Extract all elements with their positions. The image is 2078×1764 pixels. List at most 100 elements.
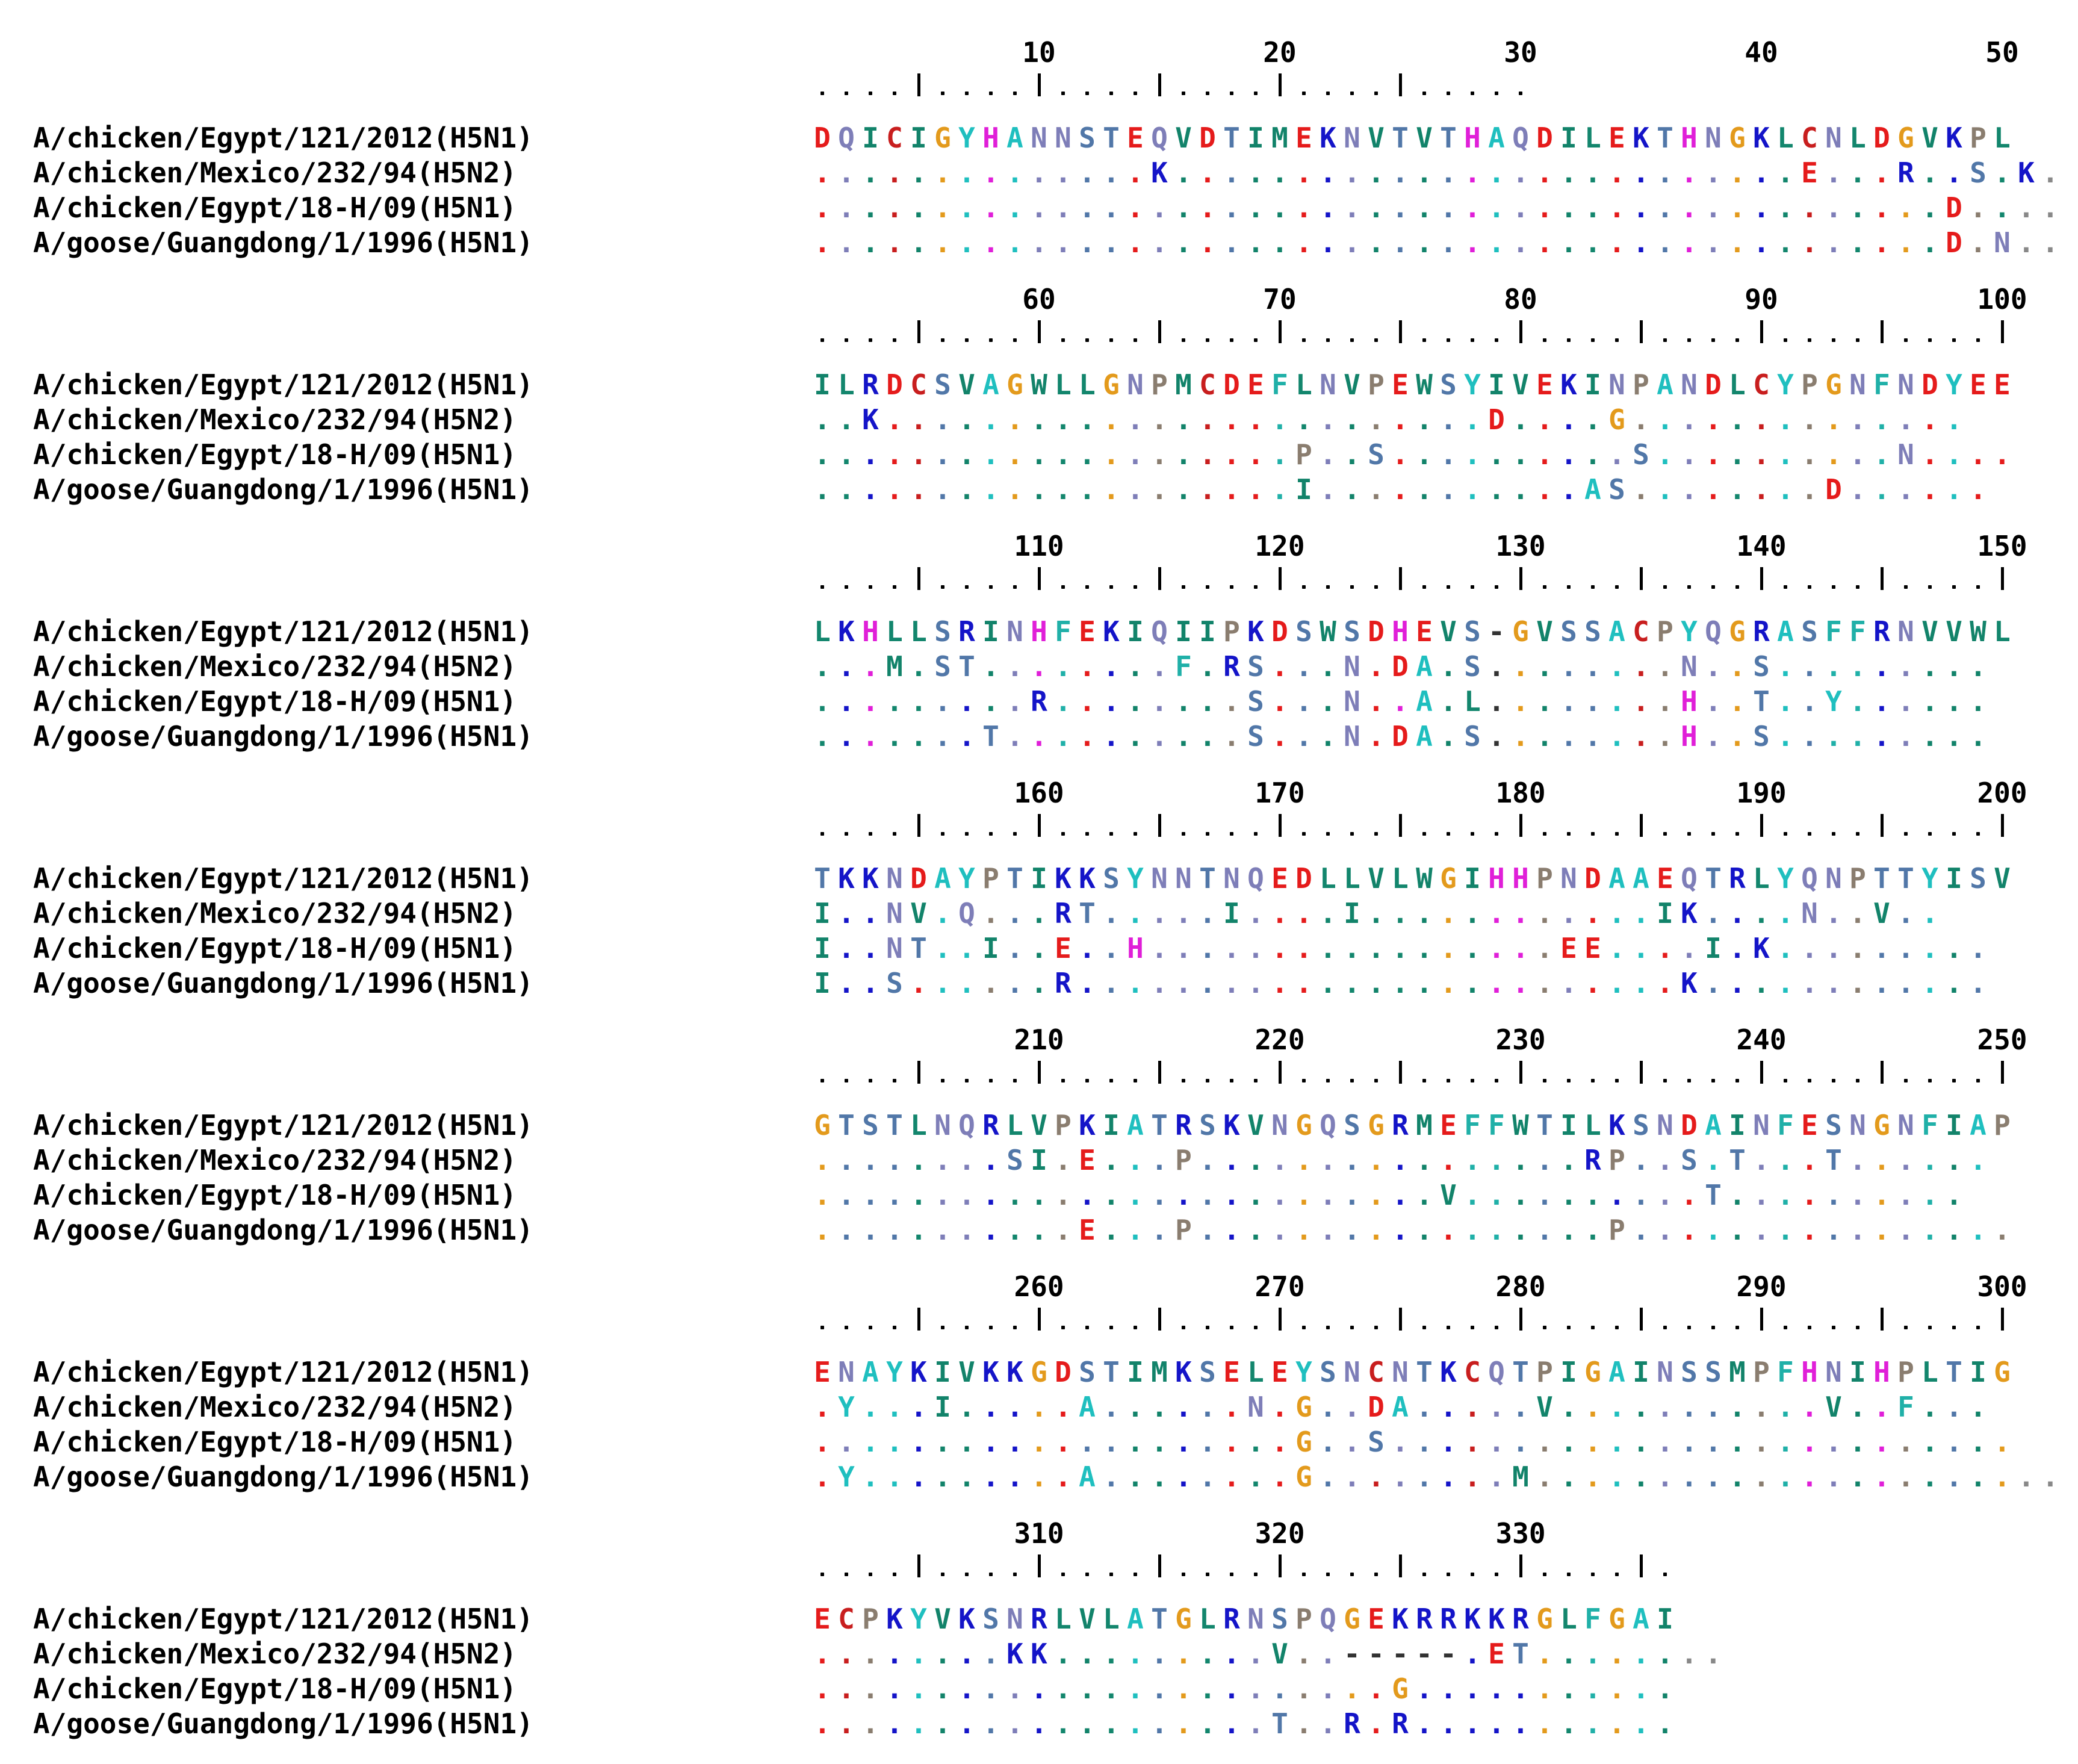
residue-identical: . <box>1633 650 1649 683</box>
residue-identical: . <box>1464 1214 1481 1246</box>
ruler-dot <box>1109 585 1113 589</box>
residue: K <box>862 862 879 895</box>
residue-identical: . <box>1729 932 1746 964</box>
residue: L <box>886 615 903 648</box>
residue-identical: . <box>1560 897 1577 930</box>
alignment-block: 60 70 80 90 100 A/chicken/Egypt/121/2012(H5N1… <box>0 283 2078 530</box>
residue-identical: . <box>1633 1426 1649 1458</box>
ruler-dot <box>1471 1326 1474 1329</box>
residue-identical: . <box>814 1214 831 1246</box>
residue: T <box>1392 122 1409 154</box>
ruler-tick <box>1399 73 1402 96</box>
residue: E <box>1271 862 1288 895</box>
residue-identical: . <box>1512 932 1529 964</box>
residue: K <box>1392 1603 1409 1635</box>
residue-identical: . <box>1970 473 1987 506</box>
ruler-dot <box>1326 832 1330 836</box>
residue: L <box>1055 1603 1072 1635</box>
ruler-dot <box>1687 1326 1691 1329</box>
residue-identical: . <box>1849 1144 1866 1176</box>
residue: G <box>1295 1426 1312 1458</box>
residue: Y <box>1127 862 1144 895</box>
residue-identical: . <box>1079 1426 1096 1458</box>
ruler-dot <box>1784 585 1787 589</box>
residue: T <box>1006 862 1023 895</box>
residue: T <box>958 650 975 683</box>
ruler-dot <box>1832 832 1835 836</box>
residue: I <box>814 897 831 930</box>
residue-identical: . <box>1753 226 1770 259</box>
residue-identical: . <box>886 473 903 506</box>
ruler-tick <box>1038 814 1041 837</box>
residue-identical: . <box>1127 1672 1144 1705</box>
residue-identical: . <box>1199 1214 1216 1246</box>
residue-identical: . <box>1705 1426 1722 1458</box>
position-ruler <box>810 320 2014 354</box>
residue-identical: . <box>1199 1179 1216 1211</box>
residue: N <box>1825 122 1842 154</box>
residue-identical: . <box>1392 473 1409 506</box>
residue-identical: . <box>910 157 927 189</box>
residue-identical: . <box>1392 967 1409 999</box>
residue: K <box>1223 1109 1240 1141</box>
residue-identical: . <box>1873 1179 1890 1211</box>
residue-identical: . <box>1320 226 1336 259</box>
ruler-dot <box>820 1079 824 1082</box>
residue-identical: . <box>1031 1214 1047 1246</box>
residue: K <box>1608 1109 1625 1141</box>
residue-identical: . <box>1464 226 1481 259</box>
ruler-tick <box>917 567 920 590</box>
residue-identical: . <box>1151 1179 1168 1211</box>
ruler-dot <box>1808 1079 1811 1082</box>
residue-identical: . <box>1633 1391 1649 1423</box>
residue-identical: . <box>910 685 927 718</box>
sequence-name: A/goose/Guangdong/1/1996(H5N1) <box>33 473 533 506</box>
residue: V <box>1873 897 1890 930</box>
residue-identical: . <box>1031 191 1047 224</box>
residue-identical: . <box>1440 685 1457 718</box>
residue-identical: . <box>1271 967 1288 999</box>
residue: R <box>1897 157 1914 189</box>
residue-identical: . <box>982 685 999 718</box>
ruler-tick <box>2001 567 2004 590</box>
residue: V <box>910 897 927 930</box>
residue: K <box>1175 1356 1192 1388</box>
residue-identical: . <box>910 1391 927 1423</box>
residue-identical: . <box>2042 1461 2059 1493</box>
residue-identical: . <box>1970 438 1987 471</box>
ruler-dot <box>989 1079 993 1082</box>
residue-identical: . <box>1006 403 1023 436</box>
ruler-dot <box>1495 832 1498 836</box>
ruler-dot <box>1567 832 1571 836</box>
position-ruler <box>810 567 2014 601</box>
residue: V <box>1946 615 1962 648</box>
residue: H <box>1031 615 1047 648</box>
residue-identical: . <box>934 1638 951 1670</box>
residue-identical: . <box>1199 226 1216 259</box>
position-ruler <box>810 1061 2014 1095</box>
residue-identical: . <box>1247 226 1264 259</box>
residue: - <box>1368 1638 1385 1670</box>
residue-identical: . <box>1729 438 1746 471</box>
ruler-dot <box>1471 832 1474 836</box>
residue: G <box>1344 1603 1360 1635</box>
ruler-dot <box>1543 1079 1546 1082</box>
residue-identical: . <box>910 1707 927 1740</box>
sequence-row: .........R........S...N..A.L........H..T… <box>810 684 1990 719</box>
ruler-dot <box>1615 832 1619 836</box>
residue-identical: . <box>1849 1391 1866 1423</box>
residue: D <box>1488 403 1505 436</box>
ruler-dot <box>965 585 969 589</box>
residue: E <box>1295 122 1312 154</box>
residue-identical: . <box>1777 1461 1794 1493</box>
residue: S <box>1705 1356 1722 1388</box>
residue: R <box>1223 650 1240 683</box>
ruler-dot <box>893 1326 896 1329</box>
ruler-dot <box>1254 338 1258 342</box>
residue-identical: . <box>1536 1144 1553 1176</box>
ruler-tick <box>1038 320 1041 343</box>
residue-identical: . <box>1440 932 1457 964</box>
residue-identical: . <box>1777 1214 1794 1246</box>
